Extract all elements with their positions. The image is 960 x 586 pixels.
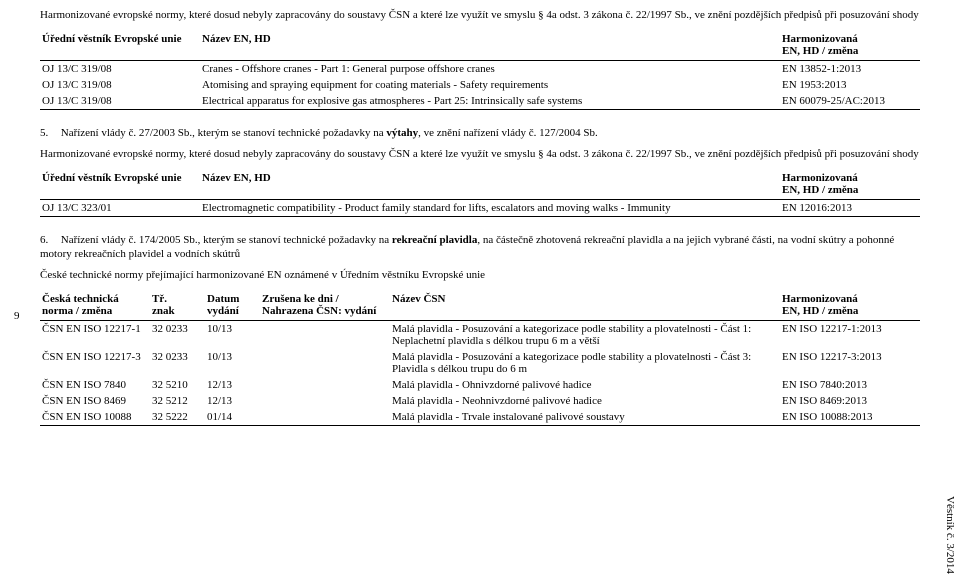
table-row: ČSN EN ISO 7840 32 5210 12/13 Malá plavi… (40, 377, 920, 393)
cell-datum: 12/13 (205, 377, 260, 393)
cell-name: Malá plavidla - Ohnivzdorné palivové had… (390, 377, 780, 393)
table-row: ČSN EN ISO 10088 32 5222 01/14 Malá plav… (40, 409, 920, 425)
cell-oj: OJ 13/C 323/01 (40, 199, 200, 216)
table-3: Česká technickánorma / změna Tř.znak Dat… (40, 291, 920, 425)
cell-oj: OJ 13/C 319/08 (40, 93, 200, 109)
cell-csn: ČSN EN ISO 8469 (40, 393, 150, 409)
cell-name: Malá plavidla - Neohnivzdorné palivové h… (390, 393, 780, 409)
intro-top: Harmonizované evropské normy, které dosu… (40, 8, 920, 23)
cell-harm: EN ISO 8469:2013 (780, 393, 920, 409)
cell-datum: 01/14 (205, 409, 260, 425)
cell-harm: EN 12016:2013 (780, 199, 920, 216)
cell-harm: EN ISO 12217-1:2013 (780, 321, 920, 350)
cell-oj: OJ 13/C 319/08 (40, 60, 200, 77)
cell-datum: 10/13 (205, 349, 260, 377)
table-row: ČSN EN ISO 12217-1 32 0233 10/13 Malá pl… (40, 321, 920, 350)
table-row: ČSN EN ISO 12217-3 32 0233 10/13 Malá pl… (40, 349, 920, 377)
table-row: OJ 13/C 319/08 Atomising and spraying eq… (40, 77, 920, 93)
t2-h1: Úřední věstník Evropské unie (40, 170, 200, 200)
cell-name: Atomising and spraying equipment for coa… (200, 77, 780, 93)
t3-h6: HarmonizovanáEN, HD / změna (780, 291, 920, 321)
cell-zrus (260, 349, 390, 377)
cell-harm: EN 1953:2013 (780, 77, 920, 93)
cell-name: Cranes - Offshore cranes - Part 1: Gener… (200, 60, 780, 77)
side-label: Věstník č. 3/2014 (944, 496, 956, 574)
t3-h2: Tř.znak (150, 291, 205, 321)
cell-zrus (260, 393, 390, 409)
table-2: Úřední věstník Evropské unie Název EN, H… (40, 170, 920, 216)
t3-h1: Česká technickánorma / změna (40, 291, 150, 321)
cell-oj: OJ 13/C 319/08 (40, 77, 200, 93)
cell-datum: 10/13 (205, 321, 260, 350)
page-number: 9 (14, 310, 20, 322)
cell-csn: ČSN EN ISO 7840 (40, 377, 150, 393)
cell-tr: 32 0233 (150, 321, 205, 350)
t1-h1: Úřední věstník Evropské unie (40, 31, 200, 61)
cell-harm: EN 60079-25/AC:2013 (780, 93, 920, 109)
cell-harm: EN ISO 12217-3:2013 (780, 349, 920, 377)
cell-tr: 32 5210 (150, 377, 205, 393)
cell-zrus (260, 377, 390, 393)
cell-harm: EN ISO 10088:2013 (780, 409, 920, 425)
t2-h2: Název EN, HD (200, 170, 780, 200)
t3-h5: Název ČSN (390, 291, 780, 321)
cell-tr: 32 0233 (150, 349, 205, 377)
cell-name: Electrical apparatus for explosive gas a… (200, 93, 780, 109)
section-6-title: 6. Nařízení vlády č. 174/2005 Sb., který… (40, 233, 920, 263)
section-6-intro: České technické normy přejímající harmon… (40, 268, 920, 283)
table-row: OJ 13/C 319/08 Electrical apparatus for … (40, 93, 920, 109)
cell-name: Malá plavidla - Trvale instalované paliv… (390, 409, 780, 425)
cell-zrus (260, 409, 390, 425)
cell-csn: ČSN EN ISO 10088 (40, 409, 150, 425)
t2-h3: HarmonizovanáEN, HD / změna (780, 170, 920, 200)
cell-harm: EN 13852-1:2013 (780, 60, 920, 77)
t1-h2: Název EN, HD (200, 31, 780, 61)
section-5-intro: Harmonizované evropské normy, které dosu… (40, 147, 920, 162)
cell-tr: 32 5222 (150, 409, 205, 425)
table-row: ČSN EN ISO 8469 32 5212 12/13 Malá plavi… (40, 393, 920, 409)
cell-datum: 12/13 (205, 393, 260, 409)
cell-csn: ČSN EN ISO 12217-1 (40, 321, 150, 350)
cell-csn: ČSN EN ISO 12217-3 (40, 349, 150, 377)
cell-name: Malá plavidla - Posuzování a kategorizac… (390, 321, 780, 350)
section-5-title: 5. Nařízení vlády č. 27/2003 Sb., kterým… (40, 126, 920, 141)
table-row: OJ 13/C 323/01 Electromagnetic compatibi… (40, 199, 920, 216)
cell-tr: 32 5212 (150, 393, 205, 409)
cell-name: Malá plavidla - Posuzování a kategorizac… (390, 349, 780, 377)
table-row: OJ 13/C 319/08 Cranes - Offshore cranes … (40, 60, 920, 77)
t3-h4: Zrušena ke dni /Nahrazena ČSN: vydání (260, 291, 390, 321)
t1-h3: HarmonizovanáEN, HD / změna (780, 31, 920, 61)
cell-name: Electromagnetic compatibility - Product … (200, 199, 780, 216)
table-1: Úřední věstník Evropské unie Název EN, H… (40, 31, 920, 109)
t3-h3: Datumvydání (205, 291, 260, 321)
cell-harm: EN ISO 7840:2013 (780, 377, 920, 393)
cell-zrus (260, 321, 390, 350)
